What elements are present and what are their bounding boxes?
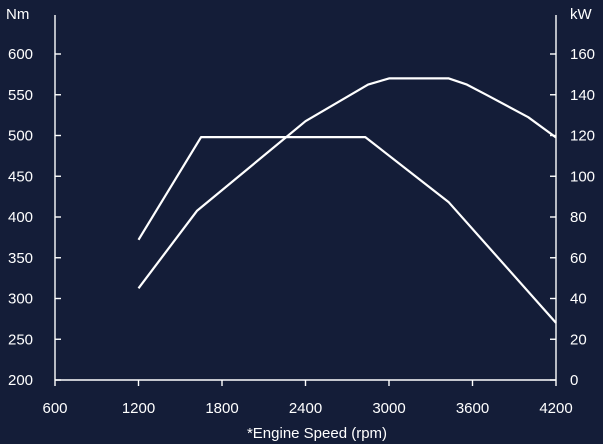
left-tick-label: 550 xyxy=(8,87,33,104)
x-tick-label: 3600 xyxy=(456,400,489,417)
left-tick-label: 500 xyxy=(8,128,33,145)
left-tick-label: 300 xyxy=(8,291,33,308)
right-tick-label: 40 xyxy=(570,291,587,308)
x-axis-label: *Engine Speed (rpm) xyxy=(247,425,387,442)
right-tick-label: 60 xyxy=(570,250,587,267)
x-tick-label: 1800 xyxy=(205,400,238,417)
x-tick-label: 4200 xyxy=(539,400,572,417)
right-tick-label: 140 xyxy=(570,87,595,104)
x-tick-label: 600 xyxy=(42,400,67,417)
labels-layer: Nm kW *Engine Speed (rpm) xyxy=(6,6,593,442)
left-tick-label: 200 xyxy=(8,372,33,389)
left-tick-label: 450 xyxy=(8,168,33,185)
x-tick-label: 2400 xyxy=(289,400,322,417)
right-axis-unit: kW xyxy=(570,6,593,23)
left-tick-label: 350 xyxy=(8,250,33,267)
torque-series-line xyxy=(137,136,557,324)
left-tick-label: 400 xyxy=(8,209,33,226)
x-tick-label: 3000 xyxy=(372,400,405,417)
x-tick-label: 1200 xyxy=(122,400,155,417)
left-tick-label: 250 xyxy=(8,331,33,348)
series-layer xyxy=(137,77,557,324)
right-tick-label: 160 xyxy=(570,46,595,63)
left-tick-label: 600 xyxy=(8,46,33,63)
power-series-line xyxy=(137,77,557,289)
right-tick-label: 20 xyxy=(570,331,587,348)
right-tick-label: 100 xyxy=(570,168,595,185)
left-axis-unit: Nm xyxy=(6,6,29,23)
right-tick-label: 0 xyxy=(570,372,578,389)
right-tick-label: 120 xyxy=(570,128,595,145)
axes-layer: 200 250 300 350 400 450 500 550 600 0 20 40 60 80 100 1… xyxy=(8,15,595,417)
right-tick-label: 80 xyxy=(570,209,587,226)
